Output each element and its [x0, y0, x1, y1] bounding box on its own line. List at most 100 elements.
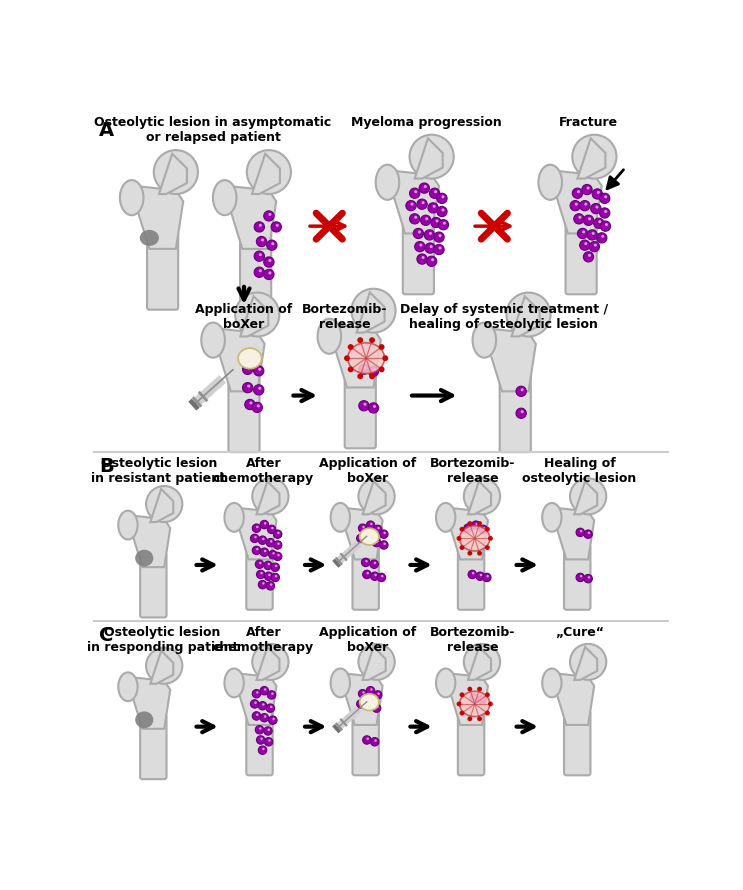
Circle shape — [479, 525, 487, 534]
Ellipse shape — [317, 319, 341, 354]
Circle shape — [370, 560, 378, 569]
Ellipse shape — [201, 322, 225, 358]
Circle shape — [262, 582, 265, 585]
Circle shape — [381, 575, 383, 578]
Circle shape — [236, 293, 279, 336]
Circle shape — [256, 570, 265, 578]
Ellipse shape — [118, 672, 137, 701]
FancyBboxPatch shape — [240, 232, 271, 310]
Circle shape — [252, 712, 261, 720]
Text: Bortezomib-
release: Bortezomib- release — [430, 457, 516, 485]
Circle shape — [264, 550, 267, 552]
Circle shape — [271, 222, 282, 232]
Circle shape — [467, 716, 473, 721]
Circle shape — [521, 410, 524, 413]
Circle shape — [262, 748, 265, 750]
Circle shape — [259, 580, 267, 589]
Circle shape — [360, 536, 363, 538]
Ellipse shape — [542, 503, 562, 532]
Circle shape — [273, 541, 282, 549]
Circle shape — [570, 643, 606, 680]
Circle shape — [428, 203, 438, 213]
Circle shape — [377, 527, 380, 530]
FancyBboxPatch shape — [228, 375, 259, 452]
Polygon shape — [468, 481, 491, 514]
Ellipse shape — [473, 322, 496, 358]
Polygon shape — [236, 674, 276, 725]
FancyBboxPatch shape — [565, 216, 597, 295]
FancyBboxPatch shape — [140, 553, 166, 618]
Circle shape — [259, 269, 262, 272]
Circle shape — [271, 692, 273, 695]
Circle shape — [507, 293, 551, 336]
Polygon shape — [468, 647, 491, 680]
Circle shape — [380, 530, 388, 538]
Circle shape — [583, 252, 594, 262]
Circle shape — [254, 267, 265, 278]
Circle shape — [374, 562, 376, 564]
Circle shape — [472, 572, 474, 574]
Circle shape — [584, 574, 592, 583]
Circle shape — [259, 387, 262, 390]
Text: Osteolytic lesion
in responding patient: Osteolytic lesion in responding patient — [87, 626, 239, 654]
Circle shape — [252, 402, 262, 413]
Circle shape — [425, 243, 435, 254]
Circle shape — [587, 230, 597, 240]
Circle shape — [584, 242, 588, 245]
Circle shape — [580, 200, 590, 211]
Ellipse shape — [331, 503, 350, 532]
Circle shape — [460, 527, 464, 531]
Circle shape — [598, 220, 601, 223]
FancyBboxPatch shape — [246, 710, 273, 775]
Polygon shape — [150, 489, 173, 522]
Circle shape — [434, 232, 444, 242]
Ellipse shape — [360, 693, 379, 710]
Circle shape — [266, 538, 275, 546]
Circle shape — [357, 534, 365, 543]
Circle shape — [268, 271, 271, 274]
Circle shape — [372, 538, 381, 546]
Circle shape — [374, 574, 377, 576]
Circle shape — [253, 384, 264, 395]
Polygon shape — [448, 674, 488, 725]
Circle shape — [594, 244, 597, 247]
Circle shape — [363, 402, 366, 406]
Circle shape — [583, 215, 594, 225]
Circle shape — [271, 573, 279, 582]
Circle shape — [431, 258, 434, 262]
Circle shape — [370, 688, 373, 691]
Circle shape — [438, 247, 441, 249]
Circle shape — [146, 486, 182, 522]
Circle shape — [270, 706, 273, 708]
Circle shape — [277, 543, 280, 545]
Ellipse shape — [135, 711, 153, 728]
Circle shape — [476, 572, 484, 580]
Text: After
chemotherapy: After chemotherapy — [212, 626, 314, 654]
Polygon shape — [159, 154, 187, 194]
Circle shape — [464, 478, 500, 514]
Circle shape — [472, 521, 480, 530]
Circle shape — [259, 368, 262, 371]
Circle shape — [429, 232, 432, 235]
Circle shape — [268, 550, 277, 559]
Circle shape — [443, 222, 446, 224]
Circle shape — [485, 546, 490, 550]
Circle shape — [488, 536, 493, 541]
Circle shape — [256, 692, 259, 693]
Polygon shape — [574, 481, 597, 514]
Polygon shape — [130, 516, 170, 567]
Circle shape — [474, 695, 476, 698]
Circle shape — [358, 524, 367, 532]
Circle shape — [605, 223, 608, 226]
Circle shape — [485, 692, 490, 697]
Circle shape — [260, 714, 268, 722]
Circle shape — [275, 564, 277, 567]
Circle shape — [273, 530, 282, 538]
Circle shape — [487, 575, 489, 578]
Polygon shape — [343, 674, 383, 725]
FancyBboxPatch shape — [352, 545, 379, 610]
Circle shape — [273, 717, 275, 720]
Text: Application of
boXer: Application of boXer — [195, 303, 293, 331]
FancyBboxPatch shape — [140, 715, 166, 779]
Polygon shape — [363, 647, 386, 680]
